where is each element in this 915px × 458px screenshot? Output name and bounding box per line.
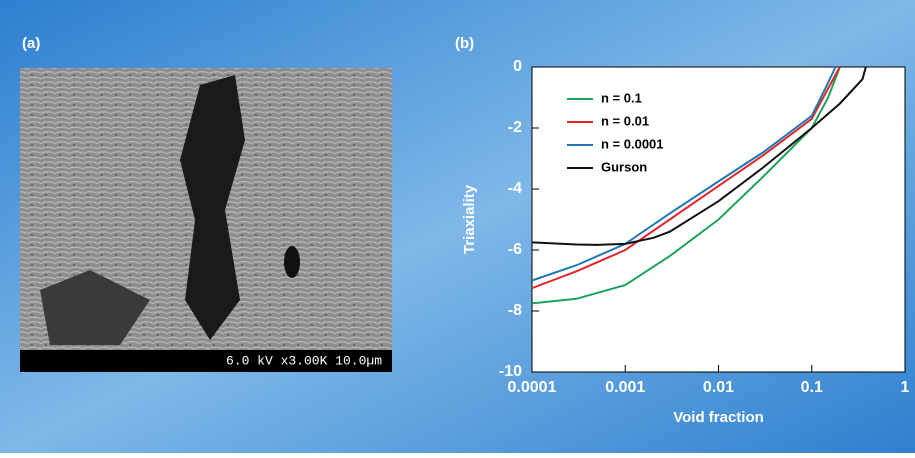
y-axis-label: Triaxiality: [461, 184, 478, 254]
x-tick-label: 0.1: [801, 379, 823, 396]
legend-label: n = 0.01: [601, 113, 649, 128]
figure: (a) (b) 6.0 kV x3.00K 10.0µm -10 -8 -6 -4 -2…: [0, 0, 915, 453]
x-tick-label: 0.001: [605, 379, 645, 396]
y-tick-label: -10: [499, 363, 522, 380]
legend-label: n = 0.1: [601, 90, 642, 105]
micrograph-void: [284, 246, 300, 278]
legend-label: n = 0.0001: [601, 136, 664, 151]
y-tick-label: -2: [508, 119, 522, 136]
legend-label: Gurson: [601, 159, 647, 174]
panel-label: (a): [22, 35, 40, 52]
x-tick-label: 0.0001: [508, 379, 557, 396]
x-tick-label: 0.01: [703, 379, 734, 396]
y-tick-label: 0: [513, 58, 522, 75]
x-tick-label: 1: [901, 379, 910, 396]
page: (a) (b) 6.0 kV x3.00K 10.0µm -10 -8 -6 -4 -2…: [0, 0, 915, 458]
panel-label: (b): [455, 35, 474, 52]
y-tick-label: -4: [508, 180, 522, 197]
x-axis-label: Void fraction: [673, 409, 764, 426]
micrograph-caption: 6.0 kV x3.00K 10.0µm: [226, 353, 382, 368]
y-tick-label: -6: [508, 241, 522, 258]
y-tick-label: -8: [508, 302, 522, 319]
